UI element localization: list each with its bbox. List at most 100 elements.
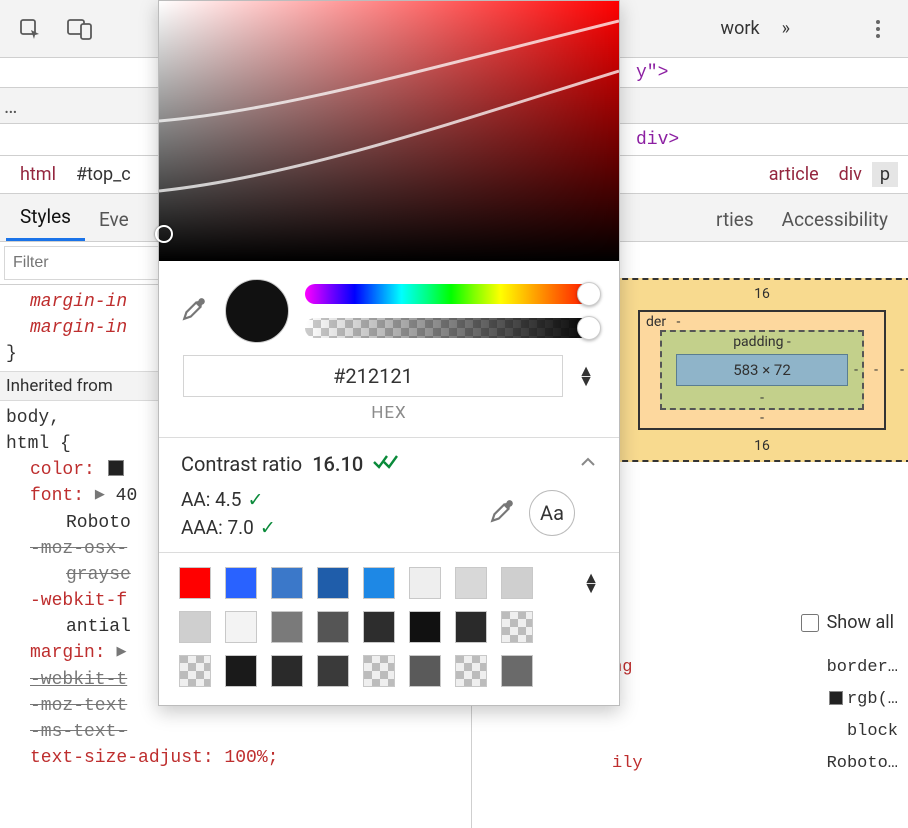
expand-icon[interactable]: ▶ <box>116 639 126 665</box>
palette-swatch[interactable] <box>225 567 257 599</box>
computed-name[interactable]: ily <box>612 748 643 780</box>
padding-bottom: - <box>760 390 764 406</box>
selector-body[interactable]: body, <box>6 408 60 428</box>
saturation-value-area[interactable] <box>159 1 619 261</box>
palette-swatch[interactable] <box>179 655 211 687</box>
content-size[interactable]: 583 × 72 <box>676 354 848 386</box>
show-all-label: Show all <box>827 612 894 633</box>
format-spinner-icon[interactable]: ▲▼ <box>577 366 595 386</box>
palette-swatch[interactable] <box>225 655 257 687</box>
palette-swatch[interactable] <box>409 611 441 643</box>
ellipsis-text: … <box>4 94 19 118</box>
bg-eyedropper-icon[interactable] <box>489 498 515 528</box>
palette-swatch[interactable] <box>271 611 303 643</box>
breadcrumb-top-c[interactable]: #top_c <box>66 164 141 185</box>
inspect-icon[interactable] <box>16 15 44 43</box>
palette-swatch[interactable] <box>363 655 395 687</box>
hue-slider[interactable] <box>305 284 597 304</box>
computed-value[interactable]: block <box>847 716 898 748</box>
palette-swatch[interactable] <box>501 611 533 643</box>
css-value[interactable]: antial <box>66 617 131 637</box>
css-value[interactable]: 40 <box>116 486 138 506</box>
text-preview-icon[interactable]: Aa <box>529 490 575 536</box>
border-right: - <box>874 362 878 378</box>
breadcrumb-article[interactable]: article <box>759 164 829 185</box>
palette-swatch[interactable] <box>179 611 211 643</box>
css-prop-margin[interactable]: margin: <box>30 643 106 663</box>
palette-swatch[interactable] <box>363 567 395 599</box>
check-icon: ✓ <box>247 488 263 511</box>
palette-swatch[interactable] <box>455 567 487 599</box>
sv-cursor[interactable] <box>155 225 173 243</box>
css-prop[interactable]: -webkit-f <box>30 591 127 611</box>
palette-swatch[interactable] <box>271 655 303 687</box>
css-prop-color[interactable]: color: <box>30 460 95 480</box>
margin-right: - <box>900 362 904 378</box>
css-prop-strike[interactable]: -moz-text <box>30 696 127 716</box>
css-prop-strike[interactable]: -moz-osx- <box>30 539 127 559</box>
device-toggle-icon[interactable] <box>66 15 94 43</box>
tab-styles[interactable]: Styles <box>6 195 85 241</box>
computed-value[interactable]: border… <box>827 652 898 684</box>
css-value[interactable]: Roboto <box>66 513 131 533</box>
contrast-label: Contrast ratio <box>181 452 302 476</box>
breadcrumb-p-selected[interactable]: p <box>872 162 898 187</box>
computed-value[interactable]: rgb(… <box>829 684 898 716</box>
palette-swatch[interactable] <box>501 567 533 599</box>
css-value-strike[interactable]: grayse <box>66 565 131 585</box>
palette-swatch[interactable] <box>179 567 211 599</box>
color-swatch-icon <box>829 691 843 705</box>
palette-swatch[interactable] <box>317 611 349 643</box>
color-format-label: HEX <box>159 403 619 437</box>
css-prop[interactable]: text-size-adjust: 100%; <box>30 748 278 768</box>
palette-swatch[interactable] <box>409 655 441 687</box>
contrast-section: Contrast ratio 16.10 AA: 4.5✓ AAA: 7.0✓ <box>159 438 619 552</box>
css-prop-strike[interactable]: -webkit-t <box>30 670 127 690</box>
color-swatch-icon[interactable] <box>108 460 124 476</box>
css-prop[interactable]: margin-in <box>30 318 127 338</box>
more-tabs-icon[interactable]: » <box>782 18 790 39</box>
tab-accessibility[interactable]: Accessibility <box>768 198 902 241</box>
breadcrumb-div[interactable]: div <box>829 164 872 185</box>
palette-swatch[interactable] <box>455 655 487 687</box>
palette-swatches: ▲▼ <box>159 553 619 705</box>
contrast-value: 16.10 <box>312 452 363 476</box>
padding-right: - <box>854 362 858 378</box>
alpha-thumb[interactable] <box>577 316 601 340</box>
hue-thumb[interactable] <box>577 282 601 306</box>
hex-input[interactable] <box>183 355 563 397</box>
box-model[interactable]: 16 der - padding - 583 × 72 - - - - 16 - <box>612 278 908 462</box>
css-prop[interactable]: margin-in <box>30 292 127 312</box>
palette-swatch[interactable] <box>317 567 349 599</box>
border-bottom: - <box>760 410 764 426</box>
show-all-checkbox[interactable] <box>801 614 819 632</box>
palette-swatch[interactable] <box>271 567 303 599</box>
palette-swatch[interactable] <box>363 611 395 643</box>
css-prop-font[interactable]: font: <box>30 486 84 506</box>
computed-value[interactable]: Roboto… <box>827 748 898 780</box>
double-check-icon <box>373 452 403 476</box>
palette-spinner-icon[interactable]: ▲▼ <box>583 573 599 593</box>
palette-swatch[interactable] <box>501 655 533 687</box>
breadcrumb-html[interactable]: html <box>10 164 66 185</box>
selector-html[interactable]: html { <box>6 434 71 454</box>
panel-tab-partial[interactable]: work <box>721 18 760 39</box>
expand-icon[interactable]: ▶ <box>95 482 105 508</box>
eyedropper-icon[interactable] <box>181 296 209 326</box>
palette-swatch[interactable] <box>225 611 257 643</box>
padding-label: padding - <box>733 334 791 350</box>
margin-bottom-value[interactable]: 16 <box>754 438 770 454</box>
current-color-swatch[interactable] <box>225 279 289 343</box>
color-picker-popover: ▲▼ HEX Contrast ratio 16.10 AA: 4.5✓ AAA… <box>158 0 620 706</box>
palette-swatch[interactable] <box>409 567 441 599</box>
css-prop-strike[interactable]: -ms-text- <box>30 722 127 742</box>
margin-top-value[interactable]: 16 <box>754 286 770 302</box>
kebab-menu-icon[interactable] <box>864 15 892 43</box>
show-all-toggle[interactable]: Show all <box>801 612 894 633</box>
alpha-slider[interactable] <box>305 318 597 338</box>
palette-swatch[interactable] <box>317 655 349 687</box>
tab-properties-partial[interactable]: rties <box>702 198 768 241</box>
collapse-icon[interactable] <box>579 452 597 476</box>
palette-swatch[interactable] <box>455 611 487 643</box>
tab-event-listeners-partial[interactable]: Eve <box>85 198 143 241</box>
